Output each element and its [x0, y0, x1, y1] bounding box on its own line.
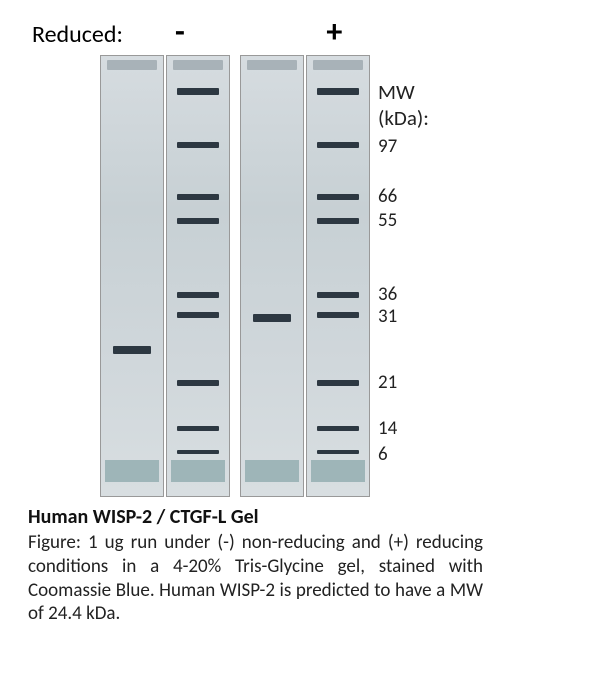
gel-reducing — [240, 55, 370, 497]
ladder-band-6 — [177, 450, 219, 454]
ladder-band-6 — [317, 450, 359, 454]
gel-nonreducing — [100, 55, 230, 497]
mw-label-36: 36 — [378, 285, 397, 304]
mw-label-6: 6 — [378, 445, 388, 464]
mw-header-2: (kDa): — [378, 107, 429, 130]
ladder-band-31 — [317, 312, 359, 318]
ladder-band-14 — [317, 426, 359, 431]
lane-ladder-reduced — [306, 55, 370, 497]
ladder-band-36 — [177, 292, 219, 298]
ladder-band-55 — [177, 218, 219, 224]
mw-label-97: 97 — [378, 137, 397, 156]
ladder-band-66 — [177, 194, 219, 200]
ladder-band-36 — [317, 292, 359, 298]
gel-image-area: MW (kDa): 97 66 55 36 31 21 14 6 — [100, 55, 573, 497]
lane-well — [313, 60, 363, 70]
mw-label-14: 14 — [378, 419, 397, 438]
minus-sign: - — [133, 12, 227, 51]
ladder-band — [177, 88, 219, 95]
mw-header-1: MW — [378, 81, 415, 104]
ladder-band — [317, 88, 359, 95]
ladder-band-97 — [317, 142, 359, 148]
ladder-band-21 — [177, 380, 219, 386]
dye-front — [171, 460, 225, 482]
mw-labels-column: MW (kDa): 97 66 55 36 31 21 14 6 — [378, 55, 443, 495]
ladder-band-66 — [317, 194, 359, 200]
lane-well — [107, 60, 157, 70]
lane-sample-nonreduced — [100, 55, 164, 497]
ladder-band-21 — [317, 380, 359, 386]
ladder-band-55 — [317, 218, 359, 224]
mw-label-55: 55 — [378, 211, 397, 230]
lane-well — [247, 60, 297, 70]
dye-front — [105, 460, 159, 482]
ladder-band-97 — [177, 142, 219, 148]
reduced-label: Reduced: — [32, 20, 123, 49]
caption-body: Figure: 1 ug run under (-) non-reducing … — [28, 531, 483, 626]
caption-title: Human WISP-2 / CTGF-L Gel — [28, 505, 483, 529]
figure-caption: Human WISP-2 / CTGF-L Gel Figure: 1 ug r… — [28, 505, 483, 626]
wisp2-band-nonreduced — [113, 346, 151, 354]
ladder-band-31 — [177, 312, 219, 318]
dye-front — [311, 460, 365, 482]
lane-sample-reduced — [240, 55, 304, 497]
ladder-band-14 — [177, 426, 219, 431]
lane-ladder-nonreduced — [166, 55, 230, 497]
wisp2-band-reduced — [253, 314, 291, 322]
mw-label-66: 66 — [378, 187, 397, 206]
plus-sign: + — [277, 12, 392, 51]
mw-label-31: 31 — [378, 307, 397, 326]
dye-front — [245, 460, 299, 482]
lane-well — [173, 60, 223, 70]
mw-label-21: 21 — [378, 373, 397, 392]
